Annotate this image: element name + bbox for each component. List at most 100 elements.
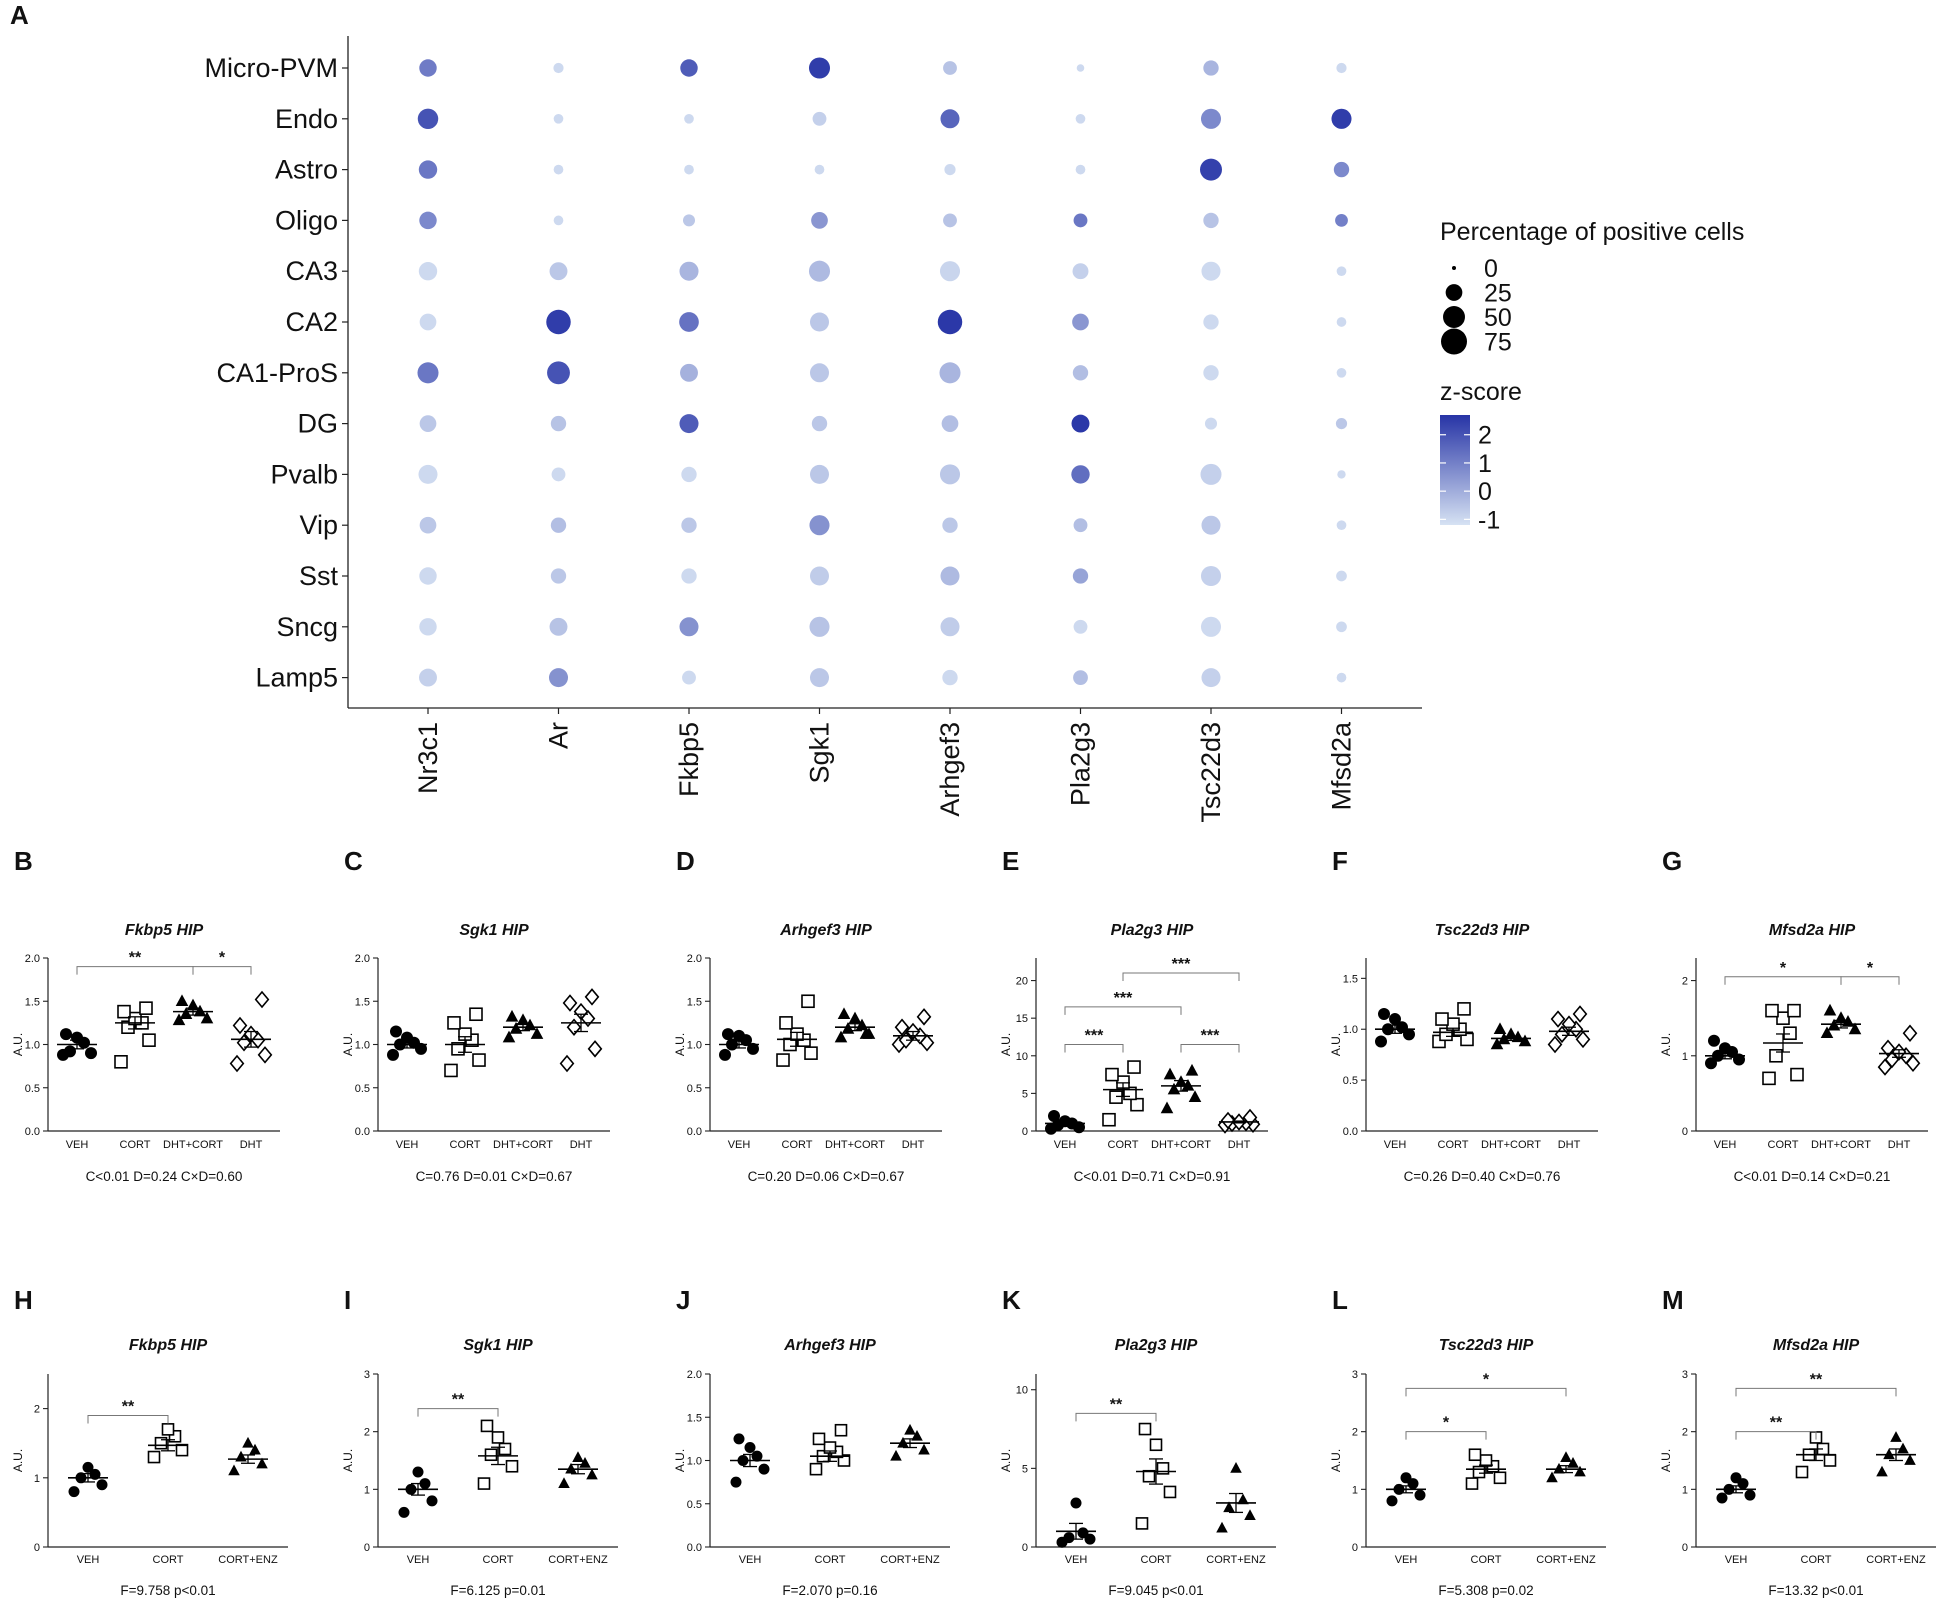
color-legend-label: 1	[1478, 450, 1492, 478]
data-point-triangle	[242, 1436, 254, 1448]
dot-astro-pla2g3	[1075, 164, 1086, 175]
data-point-open-square	[801, 994, 815, 1009]
dot-sst-pla2g3	[1072, 568, 1089, 584]
dot-sncg-pla2g3	[1073, 619, 1088, 634]
dot-micro-pvm-sgk1	[808, 57, 831, 79]
significance-bracket	[87, 1415, 169, 1424]
data-point-open-diamond	[566, 1018, 582, 1036]
stats-annotation: F=13.32 p<0.01	[1768, 1583, 1863, 1598]
data-point-veh	[387, 1048, 399, 1061]
dot-oligo-tsc22d3	[1203, 212, 1219, 229]
stats-annotation: F=6.125 p=0.01	[450, 1583, 545, 1598]
dot-oligo-fkbp5	[682, 214, 696, 227]
dot-ca2-arhgef3	[937, 309, 963, 335]
y-tick-label: 2.0	[687, 1369, 702, 1381]
panel-label-c: C	[344, 846, 363, 876]
y-tick-label: 1.0	[687, 1040, 702, 1052]
significance-stars: *	[1780, 960, 1787, 977]
data-point-triangle	[1823, 1003, 1837, 1016]
data-point-open-diamond	[584, 988, 600, 1006]
stats-annotation: F=5.308 p=0.02	[1438, 1583, 1533, 1598]
size-legend-label: 50	[1484, 304, 1512, 332]
size-legend-title: Percentage of positive cells	[1440, 218, 1744, 246]
significance-stars: **	[122, 1399, 135, 1416]
row-label-pvalb: Pvalb	[270, 459, 338, 489]
data-point-veh	[1719, 1042, 1731, 1055]
panel-h: H Fkbp5 HIP 0 1 2 A.U. VEH CORT CORT+ENZ ** F=9.75…	[11, 1285, 288, 1598]
data-point-open-square	[472, 1053, 486, 1067]
data-point-open-square	[477, 1477, 491, 1490]
data-point-open-square	[1823, 1454, 1837, 1467]
stats-annotation: C=0.26 D=0.40 C×D=0.76	[1404, 1169, 1561, 1184]
column-label-nr3c1: Nr3c1	[413, 722, 443, 794]
data-point-veh	[1389, 1013, 1401, 1026]
panel-title: Mfsd2a HIP	[1773, 1337, 1860, 1354]
data-point-open-diamond	[1575, 1030, 1591, 1049]
size-legend-dot	[1443, 306, 1465, 328]
data-point-open-square	[1479, 1454, 1493, 1467]
dot-ca3-ar	[549, 262, 568, 281]
column-label-arhgef3: Arhgef3	[935, 722, 965, 817]
significance-stars: ***	[1172, 956, 1191, 973]
dot-endo-sgk1	[812, 111, 827, 126]
x-group-label: DHT	[1888, 1139, 1911, 1151]
y-axis-label: A.U.	[1659, 1449, 1673, 1472]
data-point-open-square	[1465, 1477, 1479, 1490]
dot-ca1-pros-ar	[547, 361, 570, 385]
dot-ca1-pros-pla2g3	[1072, 365, 1089, 381]
y-tick-label: 0	[1022, 1542, 1028, 1554]
size-legend-label: 75	[1484, 329, 1512, 357]
panel-title: Pla2g3 HIP	[1111, 922, 1194, 939]
dot-micro-pvm-mfsd2a	[1336, 62, 1347, 74]
data-point-open-diamond	[254, 990, 270, 1009]
dot-oligo-arhgef3	[943, 213, 957, 228]
significance-bracket	[1064, 1006, 1182, 1015]
data-point-veh	[1070, 1497, 1082, 1509]
dot-sst-arhgef3	[940, 566, 960, 586]
dot-ca2-sgk1	[809, 312, 830, 332]
dot-ca3-arhgef3	[939, 261, 961, 282]
significance-bracket	[1735, 1387, 1897, 1397]
panel-title: Pla2g3 HIP	[1115, 1337, 1198, 1354]
y-axis-label: A.U.	[341, 1449, 355, 1472]
x-group-label: DHT+CORT	[1481, 1139, 1541, 1151]
data-point-triangle	[1188, 1090, 1202, 1102]
data-point-open-square	[1149, 1438, 1163, 1452]
stats-annotation: C=0.76 D=0.01 C×D=0.67	[416, 1169, 573, 1184]
dot-dg-fkbp5	[679, 414, 699, 434]
dot-ca1-pros-tsc22d3	[1203, 365, 1219, 381]
data-point-open-square	[480, 1419, 494, 1433]
data-point-veh	[758, 1463, 770, 1475]
x-group-label: VEH	[1054, 1139, 1077, 1151]
data-point-open-square	[1135, 1517, 1149, 1530]
dot-micro-pvm-nr3c1	[419, 59, 437, 77]
dot-pvalb-nr3c1	[418, 464, 438, 484]
panel-label-m: M	[1662, 1285, 1684, 1315]
dot-oligo-mfsd2a	[1335, 214, 1348, 227]
panel-g: G Mfsd2a HIP 0 1 2 A.U. VEH CORT DHT+CORT DHT * * C<…	[1659, 846, 1928, 1184]
dot-pvalb-pla2g3	[1071, 465, 1090, 484]
dot-sncg-ar	[549, 617, 568, 636]
row-label-lamp5: Lamp5	[255, 663, 338, 693]
data-point-triangle	[1230, 1462, 1242, 1473]
dot-pvalb-ar	[551, 467, 566, 482]
data-point-open-square	[117, 1004, 131, 1019]
data-point-veh	[1730, 1472, 1742, 1484]
dot-ca2-ar	[546, 309, 571, 335]
dot-lamp5-fkbp5	[682, 670, 696, 685]
column-label-mfsd2a: Mfsd2a	[1327, 721, 1357, 811]
data-point-open-square	[168, 1429, 182, 1443]
data-point-open-square	[1472, 1465, 1486, 1479]
data-point-triangle	[558, 1477, 570, 1488]
dot-ca2-pla2g3	[1072, 313, 1089, 331]
data-point-triangle	[1163, 1067, 1177, 1080]
dot-sst-ar	[550, 568, 567, 584]
dot-lamp5-ar	[548, 668, 569, 688]
dot-lamp5-pla2g3	[1073, 670, 1088, 685]
data-point-triangle	[175, 994, 189, 1007]
data-point-open-square	[505, 1459, 519, 1473]
dot-vip-nr3c1	[419, 516, 437, 534]
data-point-veh	[719, 1048, 731, 1061]
data-point-open-square	[1435, 1012, 1449, 1026]
data-point-open-square	[1105, 1067, 1119, 1082]
